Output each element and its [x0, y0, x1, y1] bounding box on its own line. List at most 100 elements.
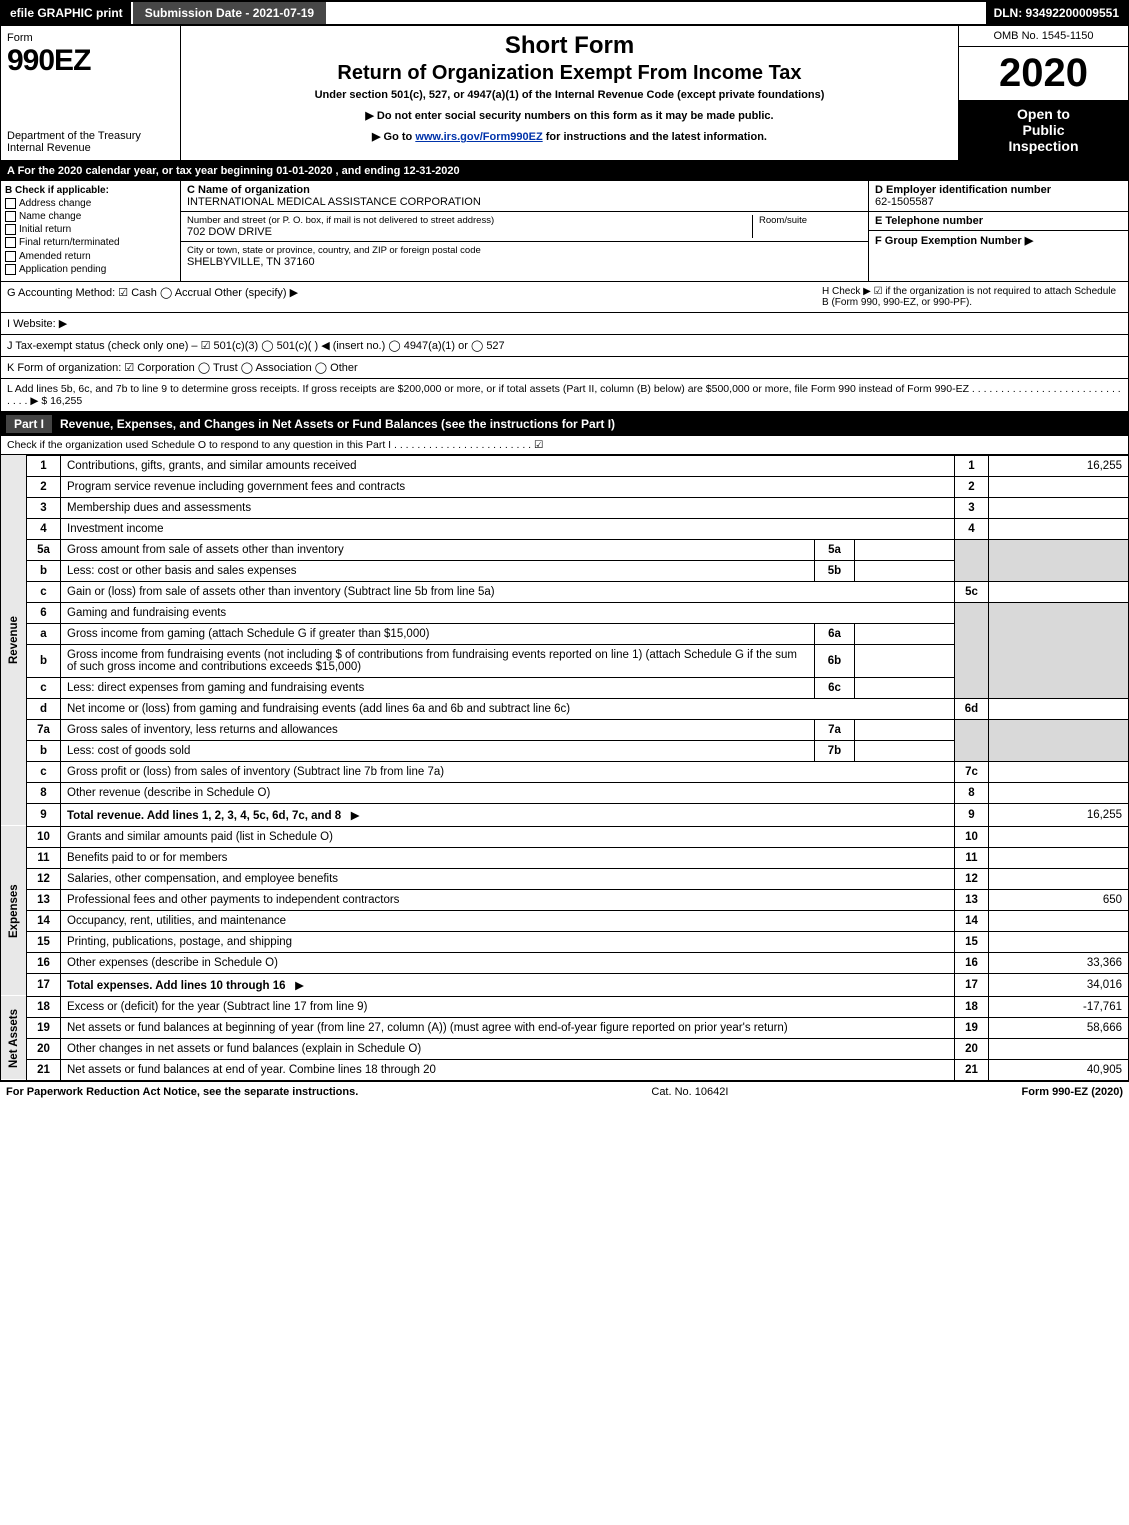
l13-val: 650 [989, 889, 1129, 910]
box-d-label: D Employer identification number [875, 184, 1122, 196]
row-a-tax-year: A For the 2020 calendar year, or tax yea… [0, 161, 1129, 181]
chk-name-change-label: Name change [19, 211, 81, 222]
open-to-public: Open to Public Inspection [959, 100, 1128, 160]
chk-final-return[interactable]: Final return/terminated [5, 237, 176, 248]
l8-rnum: 8 [955, 782, 989, 803]
l16-val: 33,366 [989, 952, 1129, 973]
chk-amended-return[interactable]: Amended return [5, 251, 176, 262]
box-f: F Group Exemption Number ▶ [869, 231, 1128, 281]
line-11: 11Benefits paid to or for members11 [1, 847, 1129, 868]
dept-line2: Internal Revenue [7, 142, 174, 154]
l2-num: 2 [27, 476, 61, 497]
title-return: Return of Organization Exempt From Incom… [191, 62, 948, 85]
line-20: 20Other changes in net assets or fund ba… [1, 1038, 1129, 1059]
street-value: 702 DOW DRIVE [187, 226, 752, 238]
l5c-num: c [27, 581, 61, 602]
l21-val: 40,905 [989, 1059, 1129, 1080]
l11-val [989, 847, 1129, 868]
l4-num: 4 [27, 518, 61, 539]
l18-rnum: 18 [955, 996, 989, 1017]
l18-num: 18 [27, 996, 61, 1017]
efile-print-button[interactable]: efile GRAPHIC print [2, 2, 131, 24]
instr-goto: ▶ Go to www.irs.gov/Form990EZ for instru… [191, 130, 948, 143]
l13-num: 13 [27, 889, 61, 910]
l5c-desc: Gain or (loss) from sale of assets other… [61, 581, 955, 602]
chk-application-pending[interactable]: Application pending [5, 264, 176, 275]
l2-desc: Program service revenue including govern… [61, 476, 955, 497]
line-1: Revenue 1 Contributions, gifts, grants, … [1, 455, 1129, 476]
l6-desc: Gaming and fundraising events [61, 602, 955, 623]
l7b-sn: 7b [815, 740, 855, 761]
dept-line1: Department of the Treasury [7, 130, 174, 142]
l3-val [989, 497, 1129, 518]
box-d: D Employer identification number 62-1505… [869, 181, 1128, 212]
l4-desc: Investment income [61, 518, 955, 539]
box-c-street-row: Number and street (or P. O. box, if mail… [181, 212, 868, 242]
l8-val [989, 782, 1129, 803]
l5b-sn: 5b [815, 560, 855, 581]
box-f-label: F Group Exemption Number ▶ [875, 234, 1122, 247]
l12-rnum: 12 [955, 868, 989, 889]
l7a-desc: Gross sales of inventory, less returns a… [61, 719, 815, 740]
l7b-desc: Less: cost of goods sold [61, 740, 815, 761]
l1-val: 16,255 [989, 455, 1129, 476]
l5b-sv [855, 560, 955, 581]
line-18: Net Assets 18Excess or (deficit) for the… [1, 996, 1129, 1017]
l7b-num: b [27, 740, 61, 761]
l14-val [989, 910, 1129, 931]
l9-rnum: 9 [955, 803, 989, 826]
row-i-website: I Website: ▶ [0, 313, 1129, 335]
l6d-rnum: 6d [955, 698, 989, 719]
tax-year: 2020 [959, 47, 1128, 100]
l16-desc: Other expenses (describe in Schedule O) [61, 952, 955, 973]
l6-rnum-grey [955, 602, 989, 698]
chk-initial-return[interactable]: Initial return [5, 224, 176, 235]
l6c-sn: 6c [815, 677, 855, 698]
l2-val [989, 476, 1129, 497]
l12-val [989, 868, 1129, 889]
l1-num: 1 [27, 455, 61, 476]
top-bar: efile GRAPHIC print Submission Date - 20… [0, 0, 1129, 26]
l6d-num: d [27, 698, 61, 719]
line-19: 19Net assets or fund balances at beginni… [1, 1017, 1129, 1038]
l20-val [989, 1038, 1129, 1059]
ein-value: 62-1505587 [875, 196, 1122, 208]
l5a-sn: 5a [815, 539, 855, 560]
l7a-sv [855, 719, 955, 740]
l10-num: 10 [27, 826, 61, 847]
l9-desc: Total revenue. Add lines 1, 2, 3, 4, 5c,… [67, 810, 341, 822]
line-3: 3 Membership dues and assessments 3 [1, 497, 1129, 518]
l11-desc: Benefits paid to or for members [61, 847, 955, 868]
open-line1: Open to [965, 106, 1122, 122]
l14-num: 14 [27, 910, 61, 931]
org-name: INTERNATIONAL MEDICAL ASSISTANCE CORPORA… [187, 196, 862, 208]
chk-address-change[interactable]: Address change [5, 198, 176, 209]
l6-num: 6 [27, 602, 61, 623]
street-label: Number and street (or P. O. box, if mail… [187, 215, 752, 226]
l3-rnum: 3 [955, 497, 989, 518]
line-5a: 5a Gross amount from sale of assets othe… [1, 539, 1129, 560]
instr-goto-pre: ▶ Go to [372, 131, 415, 143]
l8-desc: Other revenue (describe in Schedule O) [61, 782, 955, 803]
l20-desc: Other changes in net assets or fund bala… [61, 1038, 955, 1059]
line-14: 14Occupancy, rent, utilities, and mainte… [1, 910, 1129, 931]
irs-link[interactable]: www.irs.gov/Form990EZ [415, 131, 542, 143]
l6d-val [989, 698, 1129, 719]
l4-rnum: 4 [955, 518, 989, 539]
l13-rnum: 13 [955, 889, 989, 910]
form-label: Form [7, 32, 174, 44]
l5b-num: b [27, 560, 61, 581]
form-number: 990EZ [7, 44, 174, 78]
l6c-desc: Less: direct expenses from gaming and fu… [61, 677, 815, 698]
l15-rnum: 15 [955, 931, 989, 952]
form-header: Form 990EZ Department of the Treasury In… [0, 26, 1129, 161]
submission-date: Submission Date - 2021-07-19 [131, 2, 326, 24]
chk-final-return-label: Final return/terminated [19, 238, 120, 249]
l1-rnum: 1 [955, 455, 989, 476]
line-15: 15Printing, publications, postage, and s… [1, 931, 1129, 952]
chk-name-change[interactable]: Name change [5, 211, 176, 222]
box-c-city-row: City or town, state or province, country… [181, 242, 868, 271]
l6a-sv [855, 623, 955, 644]
footer-right: Form 990-EZ (2020) [1022, 1086, 1123, 1098]
l20-rnum: 20 [955, 1038, 989, 1059]
